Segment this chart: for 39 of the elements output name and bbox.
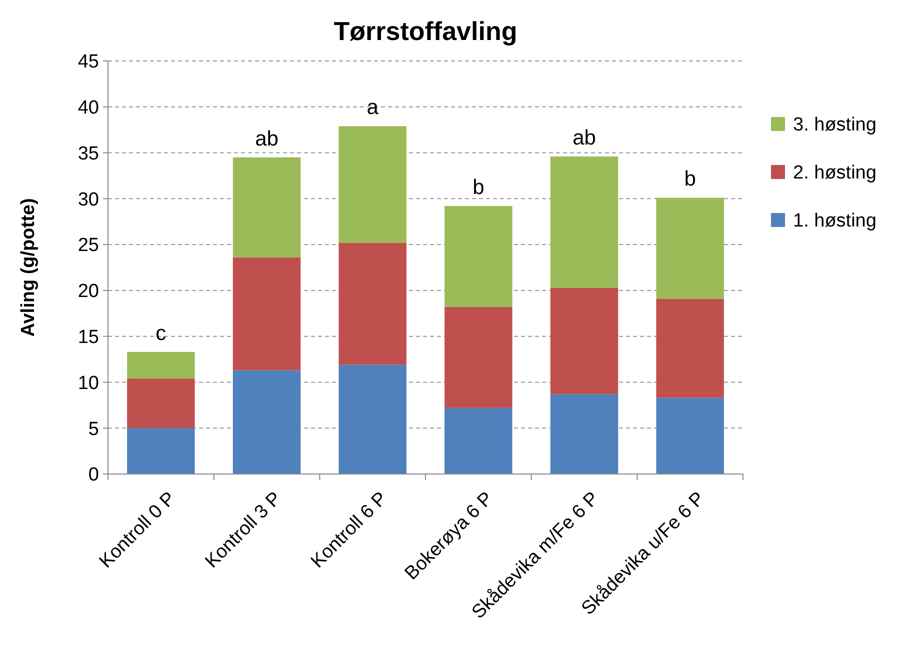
bar: [444, 306, 512, 408]
bar: [550, 288, 618, 394]
annotation: b: [472, 176, 484, 200]
bar: [444, 206, 512, 307]
bar: [656, 398, 724, 474]
y-tick-label: 15: [78, 326, 99, 348]
y-tick-label: 25: [78, 235, 99, 256]
bar: [550, 156, 618, 288]
bar: [232, 370, 301, 474]
annotation: c: [156, 322, 166, 345]
y-tick-label: 10: [78, 372, 99, 394]
bar: [338, 242, 406, 365]
bar: [127, 352, 195, 379]
legend-label: 2. høsting: [793, 162, 876, 184]
annotation: b: [684, 168, 696, 191]
annotation: ab: [255, 127, 278, 150]
bar: [550, 394, 618, 474]
y-tick-label: 5: [88, 418, 99, 440]
y-tick-label: 30: [78, 189, 99, 210]
bar: [656, 198, 724, 299]
bar: [127, 428, 195, 474]
legend-label: 3. høsting: [793, 114, 876, 136]
y-tick-label: 0: [88, 464, 99, 486]
bar: [444, 408, 512, 474]
bar: [338, 364, 406, 474]
annotation: a: [366, 96, 379, 120]
annotation: ab: [572, 126, 596, 150]
bar: [232, 257, 301, 370]
y-tick-label: 20: [78, 281, 99, 302]
bar: [338, 126, 406, 243]
bar: [232, 157, 301, 258]
chart-title: Tørrstoffavling: [334, 16, 518, 46]
y-axis-title: Avling (g/potte): [18, 198, 39, 337]
y-tick-label: 40: [78, 98, 99, 119]
bar: [127, 378, 195, 428]
bar: [656, 298, 724, 398]
y-tick-label: 45: [78, 52, 99, 73]
legend-label: 1. høsting: [793, 210, 876, 232]
y-tick-label: 35: [78, 143, 99, 164]
